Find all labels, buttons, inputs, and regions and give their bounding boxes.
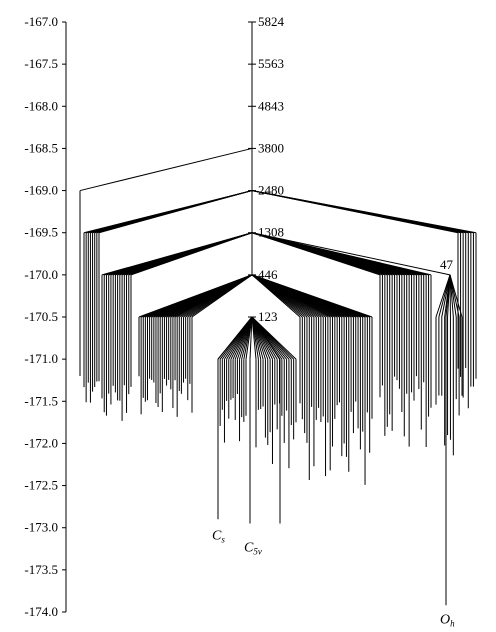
energy-tick-label: -168.0 [24,98,58,113]
energy-axis: -167.0 -167.5 -168.0 -168.5 -169.0 -169.5 -170… [24,14,67,619]
branch-line [251,232,451,276]
side-node-label: 47 [440,257,454,272]
minima-count-label: 2480 [258,183,284,198]
minima-count-label: 446 [258,267,278,282]
branch-line [130,232,253,276]
branch-line [251,316,281,360]
branch-line [251,316,297,360]
energy-tick-label: -172.0 [24,435,58,450]
energy-tick-label: -170.0 [24,267,58,282]
branch-line [251,190,477,234]
energy-tick-label: -168.5 [24,140,58,155]
node-labels: 47 Cs C5v Oh [212,257,455,628]
energy-tick-label: -172.5 [24,478,58,493]
minima-count-label: 5824 [258,14,285,29]
energy-tick-label: -173.0 [24,520,58,535]
energy-tick-label: -167.5 [24,56,58,71]
energy-tick-label: -173.5 [24,562,58,577]
branch-line [191,274,253,318]
branch-line [98,190,253,234]
energy-tick-label: -169.0 [24,183,58,198]
minima-count-label: 3800 [258,140,284,155]
minima-count-label: 4843 [258,98,284,113]
branch-line [249,316,253,360]
branch-line [251,274,373,318]
branch-line [245,316,253,360]
structure-label: Oh [440,612,455,628]
energy-tick-label: -174.0 [24,604,58,619]
structure-label: C5v [244,541,262,557]
branch-line [449,274,463,318]
structure-label: Cs [212,528,225,544]
branch-line [79,147,253,192]
energy-tick-label: -169.5 [24,225,58,240]
energy-tick-label: -170.5 [24,309,58,324]
energy-tick-label: -167.0 [24,14,58,29]
minima-count-label: 123 [258,309,278,324]
minima-count-label: 5563 [258,56,284,71]
tree-branches [79,147,477,606]
branch-line [445,274,451,318]
branch-line [217,316,253,360]
energy-tick-label: -171.5 [24,393,58,408]
branch-line [251,232,432,276]
energy-tick-label: -171.0 [24,351,58,366]
